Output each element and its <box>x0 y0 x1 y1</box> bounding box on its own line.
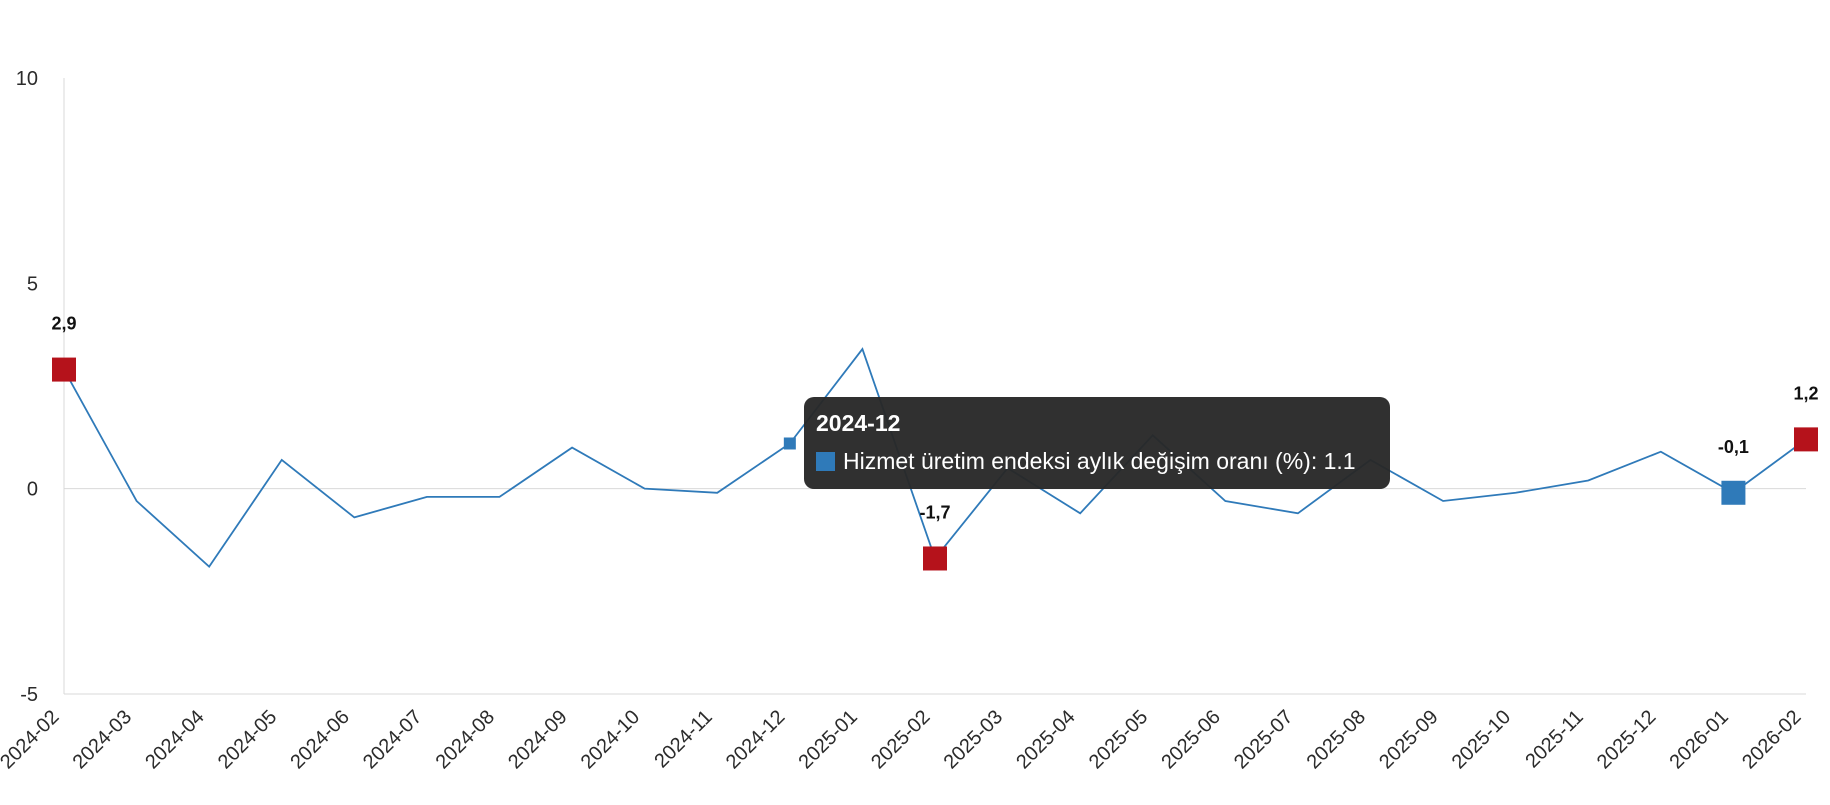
x-tick-label: 2026-01 <box>1665 706 1732 773</box>
x-tick-label: 2025-07 <box>1230 706 1297 773</box>
highlight-point-marker <box>923 546 947 571</box>
tooltip-separator: : <box>1310 448 1324 474</box>
y-tick-label: 0 <box>27 479 38 501</box>
hover-point-marker <box>783 437 796 450</box>
x-tick-label: 2024-02 <box>0 706 64 773</box>
x-tick-label: 2025-01 <box>794 706 861 773</box>
x-tick-label: 2025-03 <box>940 706 1007 773</box>
x-tick-label: 2024-12 <box>722 706 789 773</box>
x-tick-label: 2024-09 <box>504 706 571 773</box>
data-label: 2,9 <box>51 314 76 334</box>
x-tick-label: 2025-11 <box>1521 706 1587 772</box>
highlight-point-marker <box>1721 480 1746 505</box>
tooltip-series-label: Hizmet üretim endeksi aylık değişim oran… <box>843 448 1311 474</box>
x-tick-label: 2025-02 <box>867 706 934 773</box>
x-tick-label: 2024-06 <box>286 706 353 773</box>
x-tick-label: 2024-03 <box>69 706 136 773</box>
x-tick-label: 2024-08 <box>432 706 499 773</box>
data-label: 1,2 <box>1793 383 1818 403</box>
x-tick-label: 2025-06 <box>1157 706 1224 773</box>
x-tick-label: 2024-05 <box>214 706 281 773</box>
x-tick-label: 2025-05 <box>1085 706 1152 773</box>
x-tick-label: 2024-04 <box>141 706 208 773</box>
y-tick-label: 5 <box>27 273 38 295</box>
x-tick-label: 2024-10 <box>577 706 644 773</box>
tooltip-title: 2024-12 <box>816 410 901 436</box>
tooltip-row: Hizmet üretim endeksi aylık değişim oran… <box>816 447 1378 475</box>
chart-tooltip: 2024-12 Hizmet üretim endeksi aylık deği… <box>804 397 1390 489</box>
highlight-point-marker <box>1794 427 1818 452</box>
highlight-point-marker <box>52 357 76 382</box>
x-tick-label: 2024-11 <box>650 706 716 772</box>
x-tick-label: 2025-09 <box>1375 706 1442 773</box>
y-tick-label: 10 <box>16 68 38 90</box>
y-tick-label: -5 <box>20 684 38 706</box>
x-tick-label: 2026-02 <box>1738 706 1805 773</box>
x-tick-label: 2025-12 <box>1593 706 1660 773</box>
tooltip-value: 1.1 <box>1323 448 1356 474</box>
data-label: -0,1 <box>1718 437 1749 457</box>
x-tick-label: 2025-10 <box>1448 706 1515 773</box>
x-tick-label: 2025-08 <box>1303 706 1370 773</box>
tooltip-series-swatch <box>816 451 835 471</box>
x-tick-label: 2024-07 <box>359 706 426 773</box>
data-label: -1,7 <box>919 502 950 522</box>
x-tick-label: 2025-04 <box>1012 706 1079 773</box>
